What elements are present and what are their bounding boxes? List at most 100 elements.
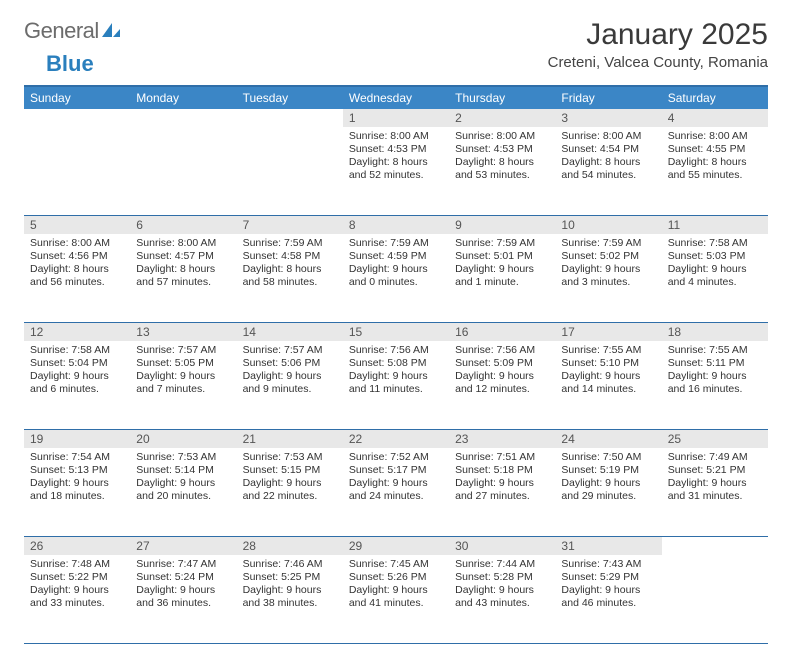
location-text: Creteni, Valcea County, Romania	[548, 54, 768, 71]
day-cell: Sunrise: 7:54 AMSunset: 5:13 PMDaylight:…	[24, 448, 130, 536]
day-cell: Sunrise: 7:53 AMSunset: 5:15 PMDaylight:…	[237, 448, 343, 536]
day-header: Monday	[130, 87, 236, 109]
day-number: 9	[449, 216, 555, 234]
day-details: Sunrise: 8:00 AMSunset: 4:53 PMDaylight:…	[343, 127, 449, 187]
day-number: 28	[237, 537, 343, 555]
day-cell: Sunrise: 7:56 AMSunset: 5:08 PMDaylight:…	[343, 341, 449, 429]
day-number: 11	[662, 216, 768, 234]
daynum-row: 262728293031	[24, 537, 768, 555]
month-title: January 2025	[548, 18, 768, 52]
day-details: Sunrise: 7:52 AMSunset: 5:17 PMDaylight:…	[343, 448, 449, 508]
day-cell: Sunrise: 7:49 AMSunset: 5:21 PMDaylight:…	[662, 448, 768, 536]
week-row: Sunrise: 8:00 AMSunset: 4:56 PMDaylight:…	[24, 234, 768, 322]
logo-sail-icon	[99, 18, 121, 44]
calendar: SundayMondayTuesdayWednesdayThursdayFrid…	[24, 85, 768, 644]
day-cell: Sunrise: 8:00 AMSunset: 4:55 PMDaylight:…	[662, 127, 768, 215]
day-number: 30	[449, 537, 555, 555]
day-number: 25	[662, 430, 768, 448]
day-details: Sunrise: 7:55 AMSunset: 5:10 PMDaylight:…	[555, 341, 661, 401]
day-cell	[662, 555, 768, 643]
day-header: Sunday	[24, 87, 130, 109]
day-number: 15	[343, 323, 449, 341]
logo-text-2: Blue	[46, 51, 94, 76]
day-cell: Sunrise: 8:00 AMSunset: 4:56 PMDaylight:…	[24, 234, 130, 322]
day-details: Sunrise: 8:00 AMSunset: 4:53 PMDaylight:…	[449, 127, 555, 187]
day-cell: Sunrise: 8:00 AMSunset: 4:53 PMDaylight:…	[343, 127, 449, 215]
day-details: Sunrise: 8:00 AMSunset: 4:54 PMDaylight:…	[555, 127, 661, 187]
day-details: Sunrise: 7:58 AMSunset: 5:04 PMDaylight:…	[24, 341, 130, 401]
day-header: Tuesday	[237, 87, 343, 109]
day-cell: Sunrise: 7:47 AMSunset: 5:24 PMDaylight:…	[130, 555, 236, 643]
day-details: Sunrise: 7:53 AMSunset: 5:15 PMDaylight:…	[237, 448, 343, 508]
day-details: Sunrise: 7:56 AMSunset: 5:08 PMDaylight:…	[343, 341, 449, 401]
day-cell: Sunrise: 8:00 AMSunset: 4:53 PMDaylight:…	[449, 127, 555, 215]
day-number: 7	[237, 216, 343, 234]
day-cell: Sunrise: 7:50 AMSunset: 5:19 PMDaylight:…	[555, 448, 661, 536]
day-details: Sunrise: 7:47 AMSunset: 5:24 PMDaylight:…	[130, 555, 236, 615]
day-cell: Sunrise: 7:48 AMSunset: 5:22 PMDaylight:…	[24, 555, 130, 643]
day-number: 16	[449, 323, 555, 341]
day-cell: Sunrise: 7:46 AMSunset: 5:25 PMDaylight:…	[237, 555, 343, 643]
calendar-table: SundayMondayTuesdayWednesdayThursdayFrid…	[24, 87, 768, 644]
day-number: 29	[343, 537, 449, 555]
week-row: Sunrise: 7:58 AMSunset: 5:04 PMDaylight:…	[24, 341, 768, 429]
calendar-header-row: SundayMondayTuesdayWednesdayThursdayFrid…	[24, 87, 768, 109]
day-details: Sunrise: 7:55 AMSunset: 5:11 PMDaylight:…	[662, 341, 768, 401]
day-details: Sunrise: 8:00 AMSunset: 4:55 PMDaylight:…	[662, 127, 768, 187]
day-cell	[130, 127, 236, 215]
logo: General	[24, 18, 121, 44]
week-row: Sunrise: 8:00 AMSunset: 4:53 PMDaylight:…	[24, 127, 768, 215]
daynum-row: 19202122232425	[24, 430, 768, 448]
day-details: Sunrise: 7:44 AMSunset: 5:28 PMDaylight:…	[449, 555, 555, 615]
calendar-body: 1234Sunrise: 8:00 AMSunset: 4:53 PMDayli…	[24, 109, 768, 644]
day-header: Thursday	[449, 87, 555, 109]
day-number: 1	[343, 109, 449, 127]
day-details: Sunrise: 7:51 AMSunset: 5:18 PMDaylight:…	[449, 448, 555, 508]
day-header: Saturday	[662, 87, 768, 109]
day-cell: Sunrise: 7:44 AMSunset: 5:28 PMDaylight:…	[449, 555, 555, 643]
day-details: Sunrise: 7:57 AMSunset: 5:06 PMDaylight:…	[237, 341, 343, 401]
day-number: 17	[555, 323, 661, 341]
day-number: 5	[24, 216, 130, 234]
day-number: 24	[555, 430, 661, 448]
day-details: Sunrise: 7:43 AMSunset: 5:29 PMDaylight:…	[555, 555, 661, 615]
day-details: Sunrise: 7:56 AMSunset: 5:09 PMDaylight:…	[449, 341, 555, 401]
daynum-row: 1234	[24, 109, 768, 127]
day-number: 10	[555, 216, 661, 234]
day-details: Sunrise: 7:53 AMSunset: 5:14 PMDaylight:…	[130, 448, 236, 508]
day-details: Sunrise: 7:59 AMSunset: 5:02 PMDaylight:…	[555, 234, 661, 294]
day-number: 27	[130, 537, 236, 555]
day-cell: Sunrise: 7:45 AMSunset: 5:26 PMDaylight:…	[343, 555, 449, 643]
day-details: Sunrise: 7:45 AMSunset: 5:26 PMDaylight:…	[343, 555, 449, 615]
week-row: Sunrise: 7:48 AMSunset: 5:22 PMDaylight:…	[24, 555, 768, 643]
day-cell: Sunrise: 7:53 AMSunset: 5:14 PMDaylight:…	[130, 448, 236, 536]
day-number: 26	[24, 537, 130, 555]
day-details: Sunrise: 7:50 AMSunset: 5:19 PMDaylight:…	[555, 448, 661, 508]
day-cell: Sunrise: 7:59 AMSunset: 5:02 PMDaylight:…	[555, 234, 661, 322]
day-cell: Sunrise: 8:00 AMSunset: 4:57 PMDaylight:…	[130, 234, 236, 322]
day-header: Wednesday	[343, 87, 449, 109]
day-cell: Sunrise: 7:59 AMSunset: 4:58 PMDaylight:…	[237, 234, 343, 322]
day-cell: Sunrise: 7:57 AMSunset: 5:05 PMDaylight:…	[130, 341, 236, 429]
day-number: 22	[343, 430, 449, 448]
day-details: Sunrise: 7:48 AMSunset: 5:22 PMDaylight:…	[24, 555, 130, 615]
day-details: Sunrise: 8:00 AMSunset: 4:57 PMDaylight:…	[130, 234, 236, 294]
week-row: Sunrise: 7:54 AMSunset: 5:13 PMDaylight:…	[24, 448, 768, 536]
day-cell	[237, 127, 343, 215]
day-number: 12	[24, 323, 130, 341]
day-number: 6	[130, 216, 236, 234]
day-details: Sunrise: 7:57 AMSunset: 5:05 PMDaylight:…	[130, 341, 236, 401]
day-cell: Sunrise: 7:57 AMSunset: 5:06 PMDaylight:…	[237, 341, 343, 429]
day-details: Sunrise: 7:59 AMSunset: 4:58 PMDaylight:…	[237, 234, 343, 294]
day-cell: Sunrise: 7:43 AMSunset: 5:29 PMDaylight:…	[555, 555, 661, 643]
day-details: Sunrise: 7:59 AMSunset: 5:01 PMDaylight:…	[449, 234, 555, 294]
day-details: Sunrise: 7:49 AMSunset: 5:21 PMDaylight:…	[662, 448, 768, 508]
day-details: Sunrise: 7:46 AMSunset: 5:25 PMDaylight:…	[237, 555, 343, 615]
day-cell: Sunrise: 7:58 AMSunset: 5:04 PMDaylight:…	[24, 341, 130, 429]
day-number: 13	[130, 323, 236, 341]
logo-text-1: General	[24, 18, 99, 44]
day-number: 18	[662, 323, 768, 341]
day-details: Sunrise: 8:00 AMSunset: 4:56 PMDaylight:…	[24, 234, 130, 294]
day-cell: Sunrise: 7:51 AMSunset: 5:18 PMDaylight:…	[449, 448, 555, 536]
day-cell	[24, 127, 130, 215]
